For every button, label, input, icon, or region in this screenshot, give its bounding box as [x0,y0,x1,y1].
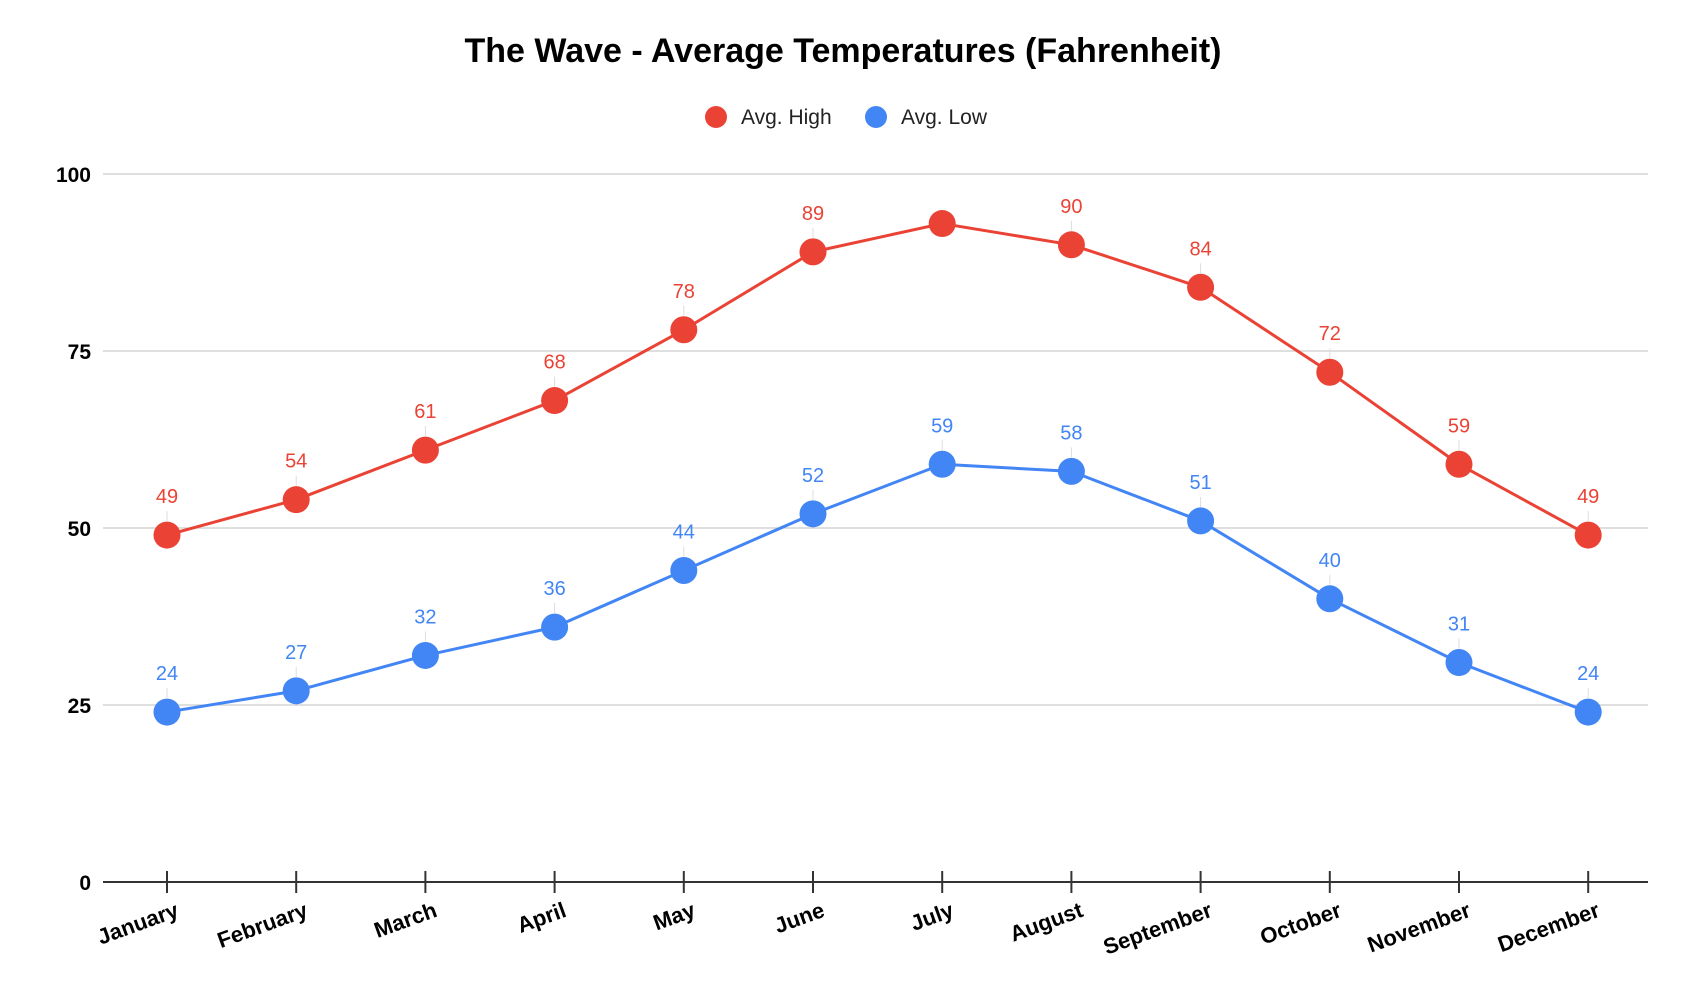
chart-title: The Wave - Average Temperatures (Fahrenh… [464,32,1221,70]
data-point-avg-low [1316,585,1344,613]
data-point-avg-low [153,698,181,726]
y-axis: 0 25 50 75 100 [56,164,91,895]
data-label-avg-high: 49 [156,486,178,508]
legend-marker-avg-low [865,106,887,128]
data-point-avg-high [1057,231,1085,259]
x-tick-label: June [771,897,828,938]
y-tick-label: 100 [56,164,91,187]
series-line-avg-low [166,462,1589,714]
data-point-avg-high [1445,450,1473,478]
data-label-avg-high: 59 [1448,415,1470,437]
data-label-avg-low: 24 [156,663,178,685]
x-tick-label: October [1257,897,1345,949]
data-point-avg-high [799,238,827,266]
data-label-avg-high: 72 [1319,323,1341,345]
gridlines [103,173,1648,706]
x-tick-label: March [371,897,440,943]
x-tick-label: April [514,897,570,938]
data-label-avg-low: 27 [285,642,307,664]
x-tick-label: May [650,897,699,935]
data-point-avg-high [541,387,569,415]
data-point-avg-high [1316,358,1344,386]
data-label-avg-high: 78 [673,281,695,303]
x-tick-label: January [94,897,183,950]
data-label-avg-low: 40 [1319,550,1341,572]
x-tick-label: November [1364,897,1474,957]
data-label-avg-high: 68 [543,352,565,374]
data-point-avg-low [799,500,827,528]
data-label-avg-high: 90 [1060,196,1082,218]
data-label-avg-high: 89 [802,203,824,225]
data-label-avg-low: 36 [543,578,565,600]
data-point-avg-high [1187,273,1215,301]
x-axis: January February March April May June July Augu… [94,871,1648,960]
data-point-avg-low [411,641,439,669]
y-tick-label: 50 [68,518,91,541]
data-label-avg-high: 61 [414,401,436,423]
data-point-avg-low [670,556,698,584]
data-label-avg-low: 24 [1577,663,1599,685]
data-label-avg-high: 54 [285,451,307,473]
data-label-avg-low: 51 [1189,472,1211,494]
series-layer [153,210,1602,726]
data-label-avg-high: 49 [1577,486,1599,508]
data-label-avg-low: 52 [802,465,824,487]
data-point-avg-low [1187,507,1215,535]
data-point-avg-high [411,436,439,464]
data-point-avg-low [1574,698,1602,726]
data-point-avg-low [541,613,569,641]
data-point-avg-low [282,677,310,705]
data-point-avg-high [1574,521,1602,549]
x-tick-label: December [1494,897,1603,957]
data-labels: 49 54 61 68 78 89 90 84 72 59 49 24 27 32 36 44 52 59 58 51… [156,196,1599,699]
data-label-avg-low: 58 [1060,422,1082,444]
y-tick-label: 75 [68,341,92,364]
series-line-avg-high [166,222,1589,537]
data-point-avg-low [928,450,956,478]
legend-marker-avg-high [705,106,727,128]
data-point-avg-high [153,521,181,549]
data-label-avg-high: 84 [1189,238,1211,260]
data-point-avg-low [1057,457,1085,485]
legend-label-avg-low: Avg. Low [901,106,988,129]
data-label-avg-low: 59 [931,415,953,437]
x-tick-label: July [907,897,958,936]
x-tick-label: August [1006,897,1086,947]
y-tick-label: 25 [68,695,92,718]
data-label-avg-low: 44 [673,521,695,543]
data-label-avg-low: 31 [1448,614,1470,636]
y-tick-label: 0 [79,872,91,895]
x-tick-label: February [214,897,312,953]
legend-label-avg-high: Avg. High [741,106,832,129]
legend: Avg. High Avg. Low [705,106,988,129]
x-tick-label: September [1100,897,1216,960]
data-point-avg-high [282,486,310,514]
data-label-avg-low: 32 [414,606,436,628]
data-point-avg-high [928,210,956,238]
data-point-avg-low [1445,649,1473,677]
data-point-avg-high [670,316,698,344]
